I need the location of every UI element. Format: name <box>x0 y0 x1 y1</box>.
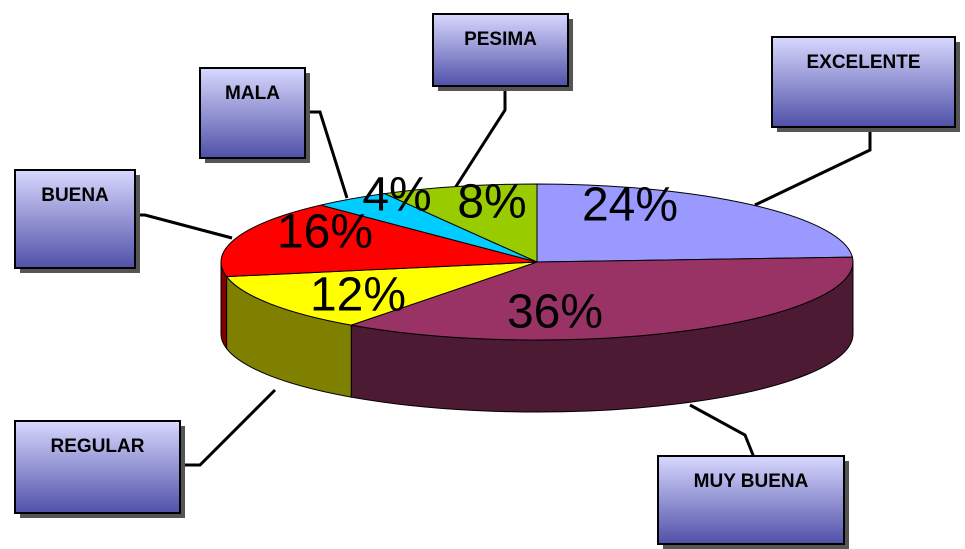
callout-label: PESIMA <box>464 29 537 50</box>
leader-lines <box>135 85 872 467</box>
data-label: 24% <box>582 179 678 232</box>
callout-label: BUENA <box>41 185 109 206</box>
callout-label: MUY BUENA <box>694 471 809 492</box>
callout-box <box>771 36 956 128</box>
pie: 24% 36% 12% 16%4% 8% <box>220 169 854 413</box>
callout-box <box>14 169 136 269</box>
leader-line <box>305 110 349 199</box>
leader-line <box>754 125 872 207</box>
data-label: 16% <box>277 206 373 259</box>
leader-line <box>453 85 507 189</box>
data-label: 4% <box>362 169 431 222</box>
leader-line <box>180 388 277 467</box>
pie-slice <box>351 256 854 341</box>
callouts: EXCELENTE MUY BUENA REGULAR BUENA MALA PESIMA <box>14 13 960 549</box>
pie-slice <box>220 204 538 278</box>
callout-box <box>432 13 569 87</box>
data-label: 8% <box>457 176 526 229</box>
pie-slice <box>382 183 538 263</box>
data-label: 12% <box>310 269 406 322</box>
callout-box <box>14 420 181 514</box>
pie-slice <box>225 261 538 326</box>
callout-label: REGULAR <box>51 436 145 457</box>
callout-box <box>657 455 845 545</box>
leader-line <box>135 213 233 240</box>
leader-line <box>689 403 757 461</box>
data-label: 36% <box>507 286 603 339</box>
callout-label: EXCELENTE <box>806 52 920 73</box>
pie-slice <box>536 183 854 263</box>
callout-label: MALA <box>225 83 280 104</box>
callout-box <box>199 67 306 159</box>
